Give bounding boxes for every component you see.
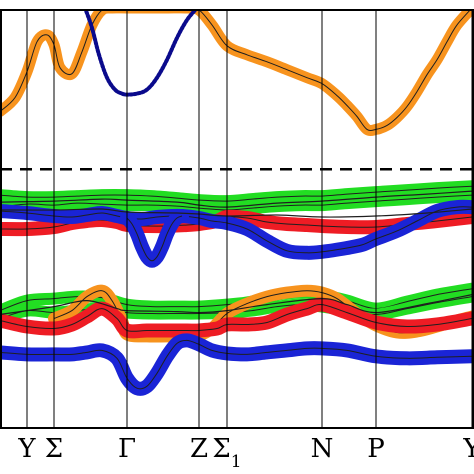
x-tick-label-3: Z [190, 434, 208, 464]
band-line-8 [0, 208, 473, 218]
plot-frame [0, 9, 474, 429]
bands-layer [0, 10, 474, 396]
x-tick-label-6: P [367, 434, 385, 464]
band-orange-0 [0, 10, 474, 137]
band-line-14 [0, 294, 473, 316]
x-tick-labels: Y Σ Γ Z Σ1 N P Y [17, 434, 474, 472]
band-blue-13 [0, 333, 474, 396]
band-core-6 [126, 215, 183, 262]
x-tick-label-2: Γ [118, 434, 136, 464]
x-tick-label-0: Y [17, 434, 36, 464]
band-core-12 [0, 304, 473, 332]
x-tick-label-1: Σ [45, 434, 63, 464]
x-tick-label-4: Σ1 [212, 434, 241, 472]
band-navy-1 [83, 10, 198, 97]
band-line-7 [0, 190, 473, 208]
band-core-13 [0, 339, 473, 390]
band-core-0 [0, 10, 471, 132]
band-core-5 [0, 206, 473, 254]
x-tick-subscript-4: 1 [231, 452, 242, 472]
x-tick-label-5: N [311, 434, 334, 464]
x-tick-label-7: Y [462, 434, 474, 464]
